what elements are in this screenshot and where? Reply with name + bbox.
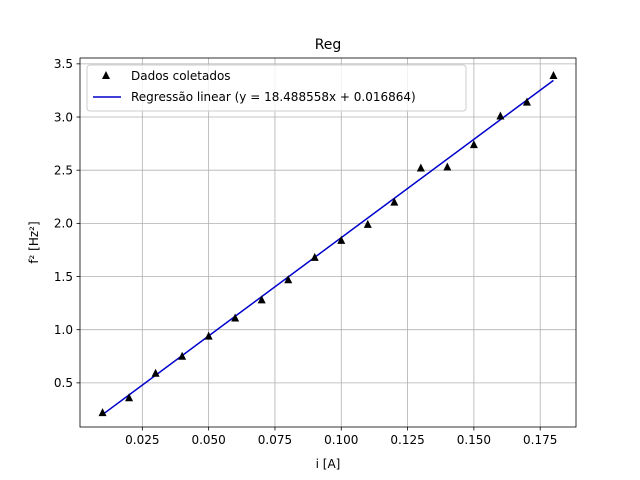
data-point	[284, 275, 293, 284]
data-point	[337, 235, 346, 244]
plot-frame	[79, 57, 577, 428]
data-point	[549, 71, 558, 80]
data-point	[522, 97, 531, 106]
data-point	[443, 162, 452, 171]
y-axis-label: f² [Hz²]	[27, 221, 41, 263]
data-point	[204, 331, 213, 340]
y-tick-label: 1.5	[54, 270, 73, 284]
y-tick-label: 0.5	[54, 376, 73, 390]
legend-label-scatter: Dados coletados	[131, 69, 231, 83]
y-tick-label: 3.5	[54, 57, 73, 71]
x-tick-label: 0.075	[258, 433, 292, 447]
data-point	[363, 219, 372, 228]
x-axis-label: i [A]	[316, 457, 341, 471]
data-point	[231, 313, 240, 322]
data-point	[178, 351, 187, 360]
legend-box	[86, 64, 467, 112]
legend: Dados coletados Regressão linear (y = 18…	[86, 64, 467, 112]
x-tick-label: 0.025	[125, 433, 159, 447]
data-point	[98, 408, 107, 417]
y-tick-label: 3.0	[54, 110, 73, 124]
data-point	[125, 393, 134, 402]
x-tick-label: 0.150	[457, 433, 491, 447]
x-tick-label: 0.125	[390, 433, 424, 447]
x-tick-label: 0.050	[191, 433, 225, 447]
data-point	[390, 197, 399, 206]
x-tick-label: 0.100	[324, 433, 358, 447]
plot-series	[98, 71, 558, 417]
chart-title: Reg	[315, 37, 342, 53]
y-tick-label: 1.0	[54, 323, 73, 337]
grid	[80, 58, 576, 427]
data-point	[496, 111, 505, 120]
y-tick-label: 2.5	[54, 163, 73, 177]
data-point	[469, 140, 478, 149]
data-point	[151, 368, 160, 377]
legend-triangle-marker	[102, 71, 110, 79]
data-point	[257, 295, 266, 304]
y-tick-label: 2.0	[54, 217, 73, 231]
legend-label-regression: Regressão linear (y = 18.488558x + 0.016…	[131, 90, 416, 104]
x-tick-label: 0.175	[523, 433, 557, 447]
regression-line	[102, 79, 554, 416]
data-point	[310, 252, 319, 261]
data-point	[416, 163, 425, 172]
x-axis-ticks: 0.025 0.050 0.075 0.100 0.125 0.150 0.175	[125, 427, 557, 447]
y-axis-ticks: 0.5 1.0 1.5 2.0 2.5 3.0 3.5	[54, 57, 80, 390]
